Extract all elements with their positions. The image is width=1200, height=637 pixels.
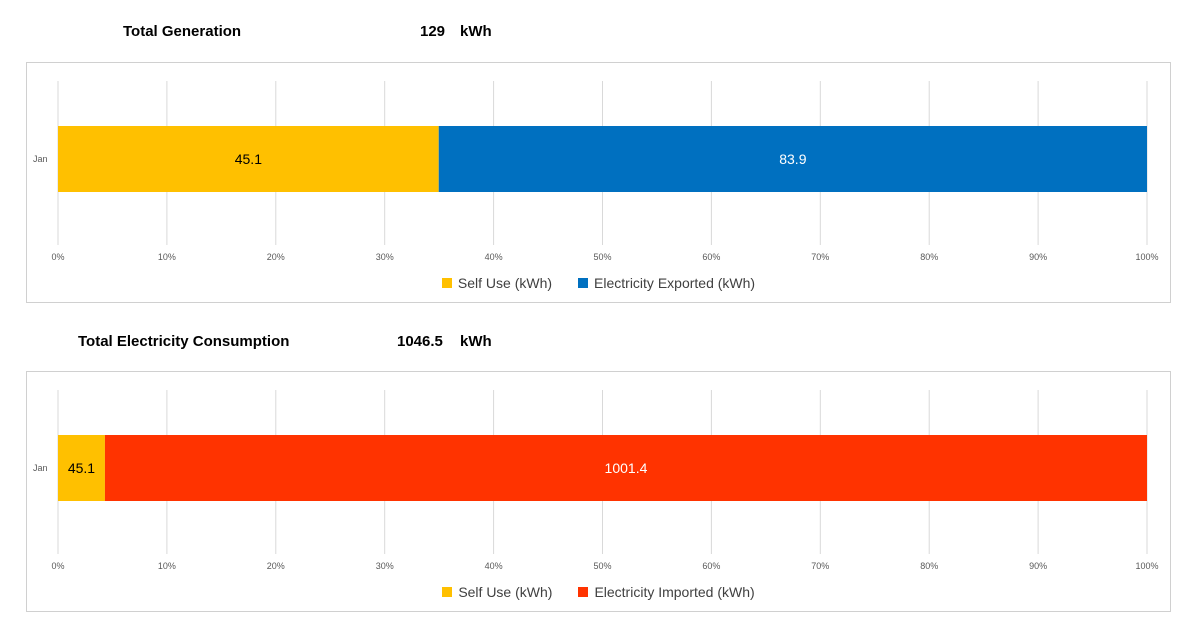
legend-item: Self Use (kWh) xyxy=(442,584,552,600)
generation-total-unit: kWh xyxy=(460,23,492,40)
legend-label: Self Use (kWh) xyxy=(457,275,553,291)
bar-segment-grid xyxy=(438,126,1147,192)
legend-label: Electricity Imported (kWh) xyxy=(594,584,755,600)
x-tick-label: 50% xyxy=(593,252,611,262)
consumption-chart: 0% 10% 20% 30% 40% 50% 60% 70% 80% 90% 100% Jan 45.1… xyxy=(26,371,1171,612)
bar-segment-self-use xyxy=(58,126,439,192)
consumption-heading: Total Electricity Consumption xyxy=(78,333,290,350)
data-label: 45.1 xyxy=(235,151,262,167)
consumption-legend: Self Use (kWh) Electricity Imported (kWh) xyxy=(27,584,1170,600)
x-tick-label: 80% xyxy=(920,561,938,571)
bar-segment-grid xyxy=(104,435,1147,501)
x-tick-label: 30% xyxy=(376,561,394,571)
x-tick-label: 40% xyxy=(485,561,503,571)
x-tick-label: 0% xyxy=(51,252,64,262)
x-tick-label: 30% xyxy=(376,252,394,262)
legend-label: Self Use (kWh) xyxy=(458,584,553,600)
x-tick-label: 70% xyxy=(811,252,829,262)
legend-item: Electricity Imported (kWh) xyxy=(578,584,755,600)
x-tick-label: 40% xyxy=(485,252,503,262)
x-tick-label: 60% xyxy=(702,561,720,571)
category-label: Jan xyxy=(33,463,48,473)
legend-swatch xyxy=(442,587,453,597)
x-tick-label: 90% xyxy=(1029,252,1047,262)
generation-total-value: 129 xyxy=(420,23,446,40)
x-tick-label: 0% xyxy=(51,561,64,571)
data-label: 1001.4 xyxy=(605,460,648,476)
x-tick-label: 100% xyxy=(1135,561,1158,571)
x-tick-label: 20% xyxy=(267,561,285,571)
legend-swatch xyxy=(441,278,452,288)
data-label: 83.9 xyxy=(779,151,806,167)
consumption-total-value: 1046.5 xyxy=(397,333,443,350)
legend-item: Electricity Exported (kWh) xyxy=(578,275,755,291)
x-tick-label: 90% xyxy=(1029,561,1047,571)
x-tick-label: 70% xyxy=(811,561,829,571)
consumption-total-unit: kWh xyxy=(460,333,492,350)
category-label: Jan xyxy=(33,154,48,164)
generation-chart-svg: 0% 10% 20% 30% 40% 50% 60% 70% 80% 90% 100% Jan 45.1… xyxy=(33,81,1159,262)
x-tick-label: 80% xyxy=(920,252,938,262)
x-tick-label: 60% xyxy=(702,252,720,262)
x-tick-label: 10% xyxy=(158,561,176,571)
generation-heading: Total Generation xyxy=(123,23,242,40)
bar-segment-self-use xyxy=(58,435,105,501)
x-tick-label: 50% xyxy=(593,561,611,571)
x-tick-label: 10% xyxy=(158,252,176,262)
generation-legend: Self Use (kWh) Electricity Exported (kWh) xyxy=(27,275,1170,291)
x-tick-label: 100% xyxy=(1135,252,1158,262)
data-label: 45.1 xyxy=(68,460,95,476)
x-tick-label: 20% xyxy=(267,252,285,262)
generation-chart: 0% 10% 20% 30% 40% 50% 60% 70% 80% 90% 100% Jan 45.1… xyxy=(26,62,1171,303)
legend-swatch xyxy=(578,587,589,597)
legend-label: Electricity Exported (kWh) xyxy=(594,275,756,291)
legend-item: Self Use (kWh) xyxy=(441,275,553,291)
legend-swatch xyxy=(578,278,589,288)
consumption-chart-svg: 0% 10% 20% 30% 40% 50% 60% 70% 80% 90% 100% Jan 45.1… xyxy=(33,390,1159,571)
